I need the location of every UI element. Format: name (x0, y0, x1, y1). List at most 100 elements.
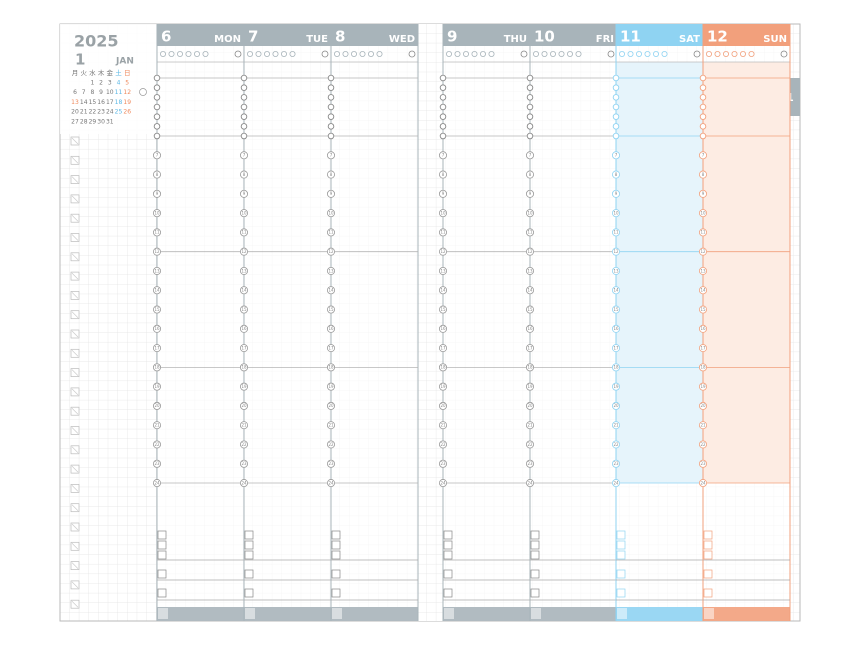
hour-label: 22 (241, 442, 247, 447)
hour-label: 15 (241, 307, 247, 312)
hour-label: 21 (154, 423, 160, 428)
checkbox-mark (71, 504, 79, 511)
hour-label: 19 (700, 384, 706, 389)
hour-circle (152, 421, 161, 430)
hour-label: 20 (527, 403, 533, 408)
hour-circle (612, 266, 621, 275)
mini-date: 24 (106, 109, 114, 116)
mini-date: 8 (90, 89, 94, 96)
mini-date: 5 (125, 80, 129, 87)
hour-label: 11 (154, 230, 160, 235)
day-number: 9 (447, 28, 457, 46)
hour-label: 19 (613, 384, 619, 389)
hour-circle (526, 305, 535, 314)
star-box (444, 608, 454, 619)
hour-circle (526, 382, 535, 391)
moon-icon (234, 50, 242, 58)
hour-circle (612, 170, 621, 179)
hour-dot (439, 113, 447, 120)
hour-label: 19 (241, 384, 247, 389)
day-column (244, 24, 331, 621)
hour-label: 10 (440, 210, 446, 215)
weather-icon (636, 51, 643, 58)
hour-circle (239, 189, 248, 198)
weather-icon (714, 51, 721, 58)
moon-icon (780, 50, 788, 58)
hour-label: 17 (154, 345, 160, 350)
hour-label: 8 (243, 172, 246, 177)
hour-label: 12 (613, 249, 619, 254)
hour-label: 18 (613, 365, 619, 370)
hour-circle (326, 344, 335, 353)
hour-label: 20 (613, 403, 619, 408)
note-icon (443, 569, 453, 579)
hour-label: 7 (243, 153, 246, 158)
hour-circle (699, 344, 708, 353)
moon-icon (408, 50, 416, 58)
mini-date: 10 (106, 89, 114, 96)
weather-icon (359, 51, 366, 58)
mini-weekday: 木 (98, 68, 105, 77)
hour-label: 17 (700, 345, 706, 350)
hour-label: 13 (527, 268, 533, 273)
hour-dot (327, 123, 335, 130)
hour-circle (526, 189, 535, 198)
hour-label: 7 (702, 153, 705, 158)
hour-label: 16 (440, 326, 446, 331)
hour-label: 23 (440, 461, 446, 466)
hour-circle (239, 344, 248, 353)
hour-label: 20 (241, 403, 247, 408)
hour-dot (526, 123, 534, 130)
weather-icon (454, 51, 461, 58)
year: 2025 (74, 32, 119, 51)
mini-date: 26 (123, 109, 131, 116)
hour-label: 12 (154, 249, 160, 254)
task-box (443, 550, 453, 560)
hour-label: 16 (527, 326, 533, 331)
hour-circle (239, 170, 248, 179)
bottom-band (244, 607, 331, 621)
hour-dot (240, 132, 248, 140)
hour-circle (152, 324, 161, 333)
checkbox-mark (71, 195, 79, 203)
hour-label: 10 (700, 210, 706, 215)
weekday: TUE (306, 34, 328, 45)
hour-circle (326, 305, 335, 314)
day-column (443, 24, 530, 621)
weekday: SAT (679, 34, 700, 45)
hour-circle (612, 324, 621, 333)
hour-circle (152, 286, 161, 295)
weekday: FRI (596, 34, 614, 45)
hour-dot (240, 74, 248, 82)
weather-icon (731, 51, 738, 58)
hour-label: 16 (154, 326, 160, 331)
weather-icon (471, 51, 478, 58)
task-box (157, 540, 167, 550)
mini-weekday: 土 (115, 68, 122, 77)
note-icon (443, 588, 453, 598)
hour-label: 16 (700, 326, 706, 331)
task-box (530, 550, 540, 560)
mini-date: 3 (108, 80, 112, 87)
hour-circle (152, 209, 161, 218)
hour-circle (326, 363, 335, 372)
hour-circle (612, 344, 621, 353)
weather-icon (202, 51, 209, 58)
weekend-fill (703, 62, 790, 483)
mini-date: 30 (97, 118, 105, 125)
hour-dot (327, 94, 335, 101)
hour-circle (239, 479, 248, 488)
hour-label: 9 (156, 191, 159, 196)
hour-dot (526, 103, 534, 111)
weather-icon (575, 51, 582, 58)
star-box (531, 608, 541, 619)
hour-label: 21 (613, 423, 619, 428)
task-box (616, 550, 626, 560)
checkbox-mark (71, 234, 79, 241)
hour-label: 10 (154, 210, 160, 215)
hour-circle (239, 266, 248, 275)
hour-circle (239, 382, 248, 391)
hour-label: 12 (328, 249, 334, 254)
hour-label: 11 (613, 230, 619, 235)
hour-label: 15 (527, 307, 533, 312)
